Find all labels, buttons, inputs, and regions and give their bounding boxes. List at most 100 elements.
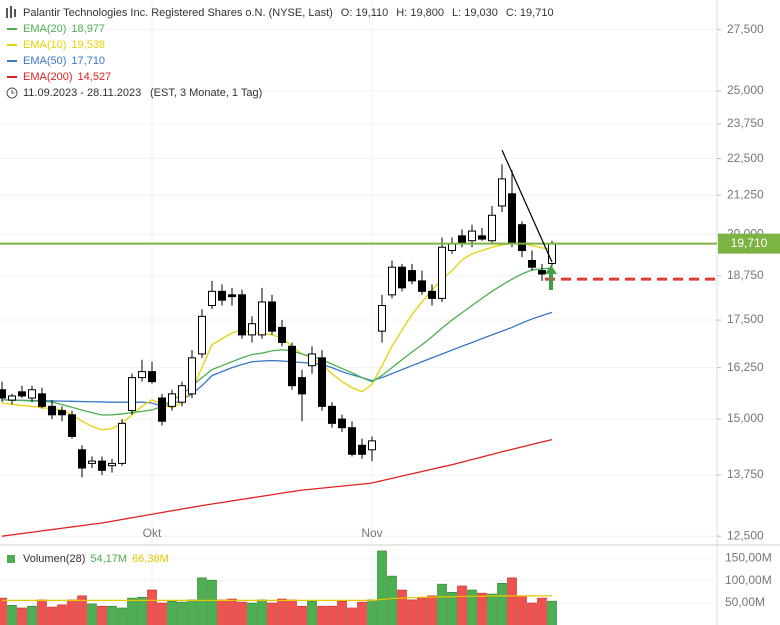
volume-bar <box>117 607 127 625</box>
candle-body <box>68 414 76 437</box>
ema-line <box>1 311 553 408</box>
volume-bar <box>87 603 97 625</box>
candle-body <box>128 377 136 412</box>
chart-title: Palantir Technologies Inc. Registered Sh… <box>23 7 333 19</box>
candle-body <box>228 294 236 298</box>
signal-arrow <box>545 265 557 290</box>
candle-body <box>118 422 126 464</box>
clock-icon <box>6 87 18 99</box>
candle-body <box>328 405 336 424</box>
candle-body <box>48 405 56 416</box>
volume-bar <box>477 592 487 625</box>
period: (EST, 3 Monate, 1 Tag) <box>150 87 262 99</box>
volume-bar <box>7 604 17 625</box>
candle-body <box>178 385 186 403</box>
volume-bar <box>307 600 317 625</box>
candle-body <box>528 259 536 268</box>
volume-bar <box>367 599 377 625</box>
ema-line <box>1 267 553 416</box>
legend-label: Volumen(28) <box>23 553 85 565</box>
date-range: 11.09.2023 - 28.11.2023 <box>23 87 141 99</box>
overlays: 19,710 <box>0 149 780 281</box>
candle-body <box>98 460 106 471</box>
volume-bar <box>487 593 497 625</box>
volume-bar <box>257 599 267 625</box>
volume-bar <box>357 601 367 625</box>
legend-label: EMA(50) <box>23 55 66 67</box>
ema-line <box>1 242 553 431</box>
price-label: 19,710 <box>731 236 768 250</box>
candle-body <box>8 395 16 401</box>
candle-body <box>288 345 296 387</box>
candle-body <box>298 377 306 395</box>
candle-body <box>38 393 46 407</box>
clock-icon <box>11 90 15 94</box>
candle-body <box>28 389 36 399</box>
legend-value: 17,710 <box>71 55 105 67</box>
chart-icon <box>10 6 12 18</box>
y-tick-label: 15,000 <box>727 411 764 425</box>
volume-bar <box>197 577 207 625</box>
candle-body <box>348 427 356 455</box>
candle-body <box>388 266 396 296</box>
volume-bar <box>387 575 397 625</box>
legend-swatch <box>7 555 15 563</box>
candle-body <box>188 357 196 395</box>
volume-bar <box>377 550 387 625</box>
volume-bar <box>157 602 167 625</box>
volume-bar <box>127 597 137 625</box>
volume-bar <box>527 602 537 625</box>
candle-body <box>278 326 286 343</box>
volume-bar <box>167 600 177 625</box>
candle-body <box>408 270 416 282</box>
y-tick-label: 50,00M <box>725 595 765 609</box>
volume-bar <box>397 589 407 625</box>
candle-body <box>208 290 216 307</box>
volume-bar <box>437 583 447 625</box>
candle-body <box>268 301 276 332</box>
volume-bar <box>507 577 517 625</box>
candle-body <box>488 214 496 242</box>
legend-value: 14,527 <box>78 71 112 83</box>
legend: Palantir Technologies Inc. Registered Sh… <box>6 6 554 565</box>
chart-icon <box>6 8 8 18</box>
candle-body <box>138 371 146 379</box>
ema-lines <box>1 242 553 537</box>
y-tick-label: 16,250 <box>727 360 764 374</box>
candle-body <box>508 193 516 245</box>
y-tick-label: 13,750 <box>727 467 764 481</box>
volume-bar <box>517 595 527 625</box>
y-tick-label: 17,500 <box>727 312 764 326</box>
volume-bar <box>497 582 507 625</box>
volume-bar <box>147 589 157 625</box>
x-tick-label: Okt <box>143 526 162 540</box>
volume-bar <box>287 599 297 625</box>
ohlc-value: L: 19,030 <box>452 7 498 19</box>
chart-icon <box>14 9 16 17</box>
candle-body <box>148 371 156 383</box>
candles <box>0 164 556 478</box>
price-label-box <box>718 233 780 254</box>
candle-body <box>378 305 386 332</box>
candle-body <box>518 224 526 252</box>
legend-value: 18,977 <box>71 23 105 35</box>
volume-bar <box>547 600 557 625</box>
candle-body <box>198 315 206 355</box>
candle-body <box>448 243 456 252</box>
candle-body <box>88 460 96 464</box>
trendline <box>501 149 553 263</box>
candle-body <box>18 391 26 397</box>
volume-bar <box>207 579 217 625</box>
candle-body <box>248 323 256 336</box>
y-tick-label: 12,500 <box>727 528 764 542</box>
y-tick-label: 27,500 <box>727 22 764 36</box>
candle-body <box>548 243 556 265</box>
candle-body <box>538 270 546 275</box>
candle-body <box>478 235 486 240</box>
volume-bar <box>447 591 457 625</box>
candle-body <box>428 290 436 299</box>
candle-body <box>338 418 346 429</box>
candle-body <box>218 290 226 301</box>
